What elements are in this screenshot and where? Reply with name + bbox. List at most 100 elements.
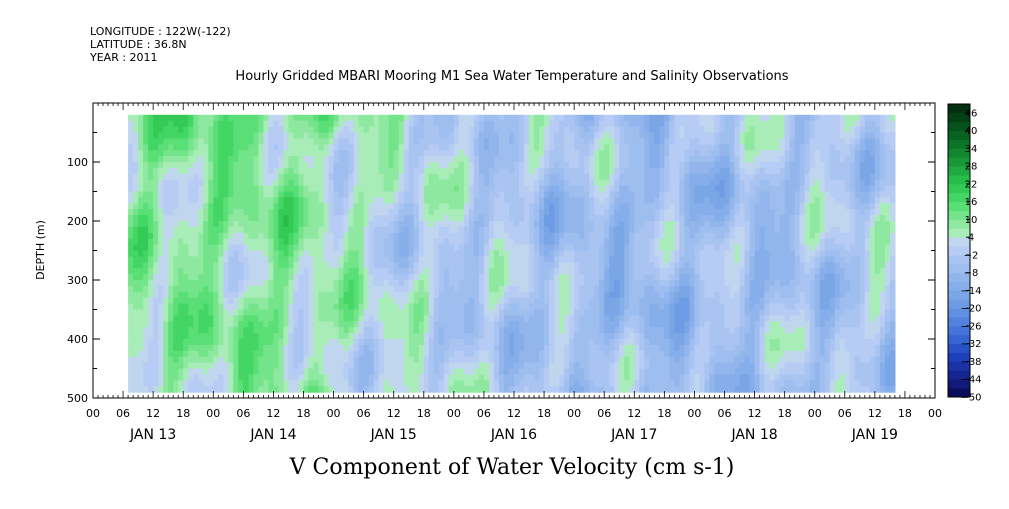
heatmap-cell xyxy=(514,197,520,204)
heatmap-cell xyxy=(203,132,209,139)
heatmap-cell xyxy=(549,297,555,305)
heatmap-cell xyxy=(278,291,285,299)
heatmap-cell xyxy=(614,291,620,299)
heatmap-cell xyxy=(388,215,395,222)
heatmap-cell xyxy=(559,303,565,311)
heatmap-cell xyxy=(413,191,420,198)
heatmap-cell xyxy=(153,297,159,305)
heatmap-cell xyxy=(133,203,139,210)
heatmap-cell xyxy=(534,221,540,228)
heatmap-cell xyxy=(569,238,575,246)
heatmap-cell xyxy=(569,179,575,187)
heatmap-cell xyxy=(448,386,455,393)
heatmap-cell xyxy=(544,126,550,134)
heatmap-cell xyxy=(233,327,239,334)
heatmap-cell xyxy=(619,132,625,139)
heatmap-cell xyxy=(473,333,480,340)
heatmap-cell xyxy=(594,285,600,293)
heatmap-cell xyxy=(448,362,455,370)
heatmap-cell xyxy=(493,226,500,234)
heatmap-cell xyxy=(308,285,315,293)
heatmap-cell xyxy=(398,309,405,316)
heatmap-cell xyxy=(438,250,445,257)
heatmap-cell xyxy=(228,215,234,222)
heatmap-cell xyxy=(213,333,219,340)
heatmap-cell xyxy=(348,209,355,216)
heatmap-cell xyxy=(213,238,219,246)
heatmap-cell xyxy=(574,162,580,169)
heatmap-cell xyxy=(649,297,655,305)
heatmap-cell xyxy=(158,256,164,263)
heatmap-cell xyxy=(318,386,325,393)
heatmap-cell xyxy=(248,150,254,157)
heatmap-cell xyxy=(228,162,234,169)
heatmap-cell xyxy=(559,138,565,145)
heatmap-cell xyxy=(569,356,575,364)
heatmap-cell xyxy=(488,126,495,134)
heatmap-cell xyxy=(453,309,460,316)
heatmap-cell xyxy=(594,232,600,240)
heatmap-cell xyxy=(303,238,310,246)
heatmap-cell xyxy=(288,173,295,181)
heatmap-cell xyxy=(569,197,575,204)
heatmap-cell xyxy=(278,144,285,151)
heatmap-cell xyxy=(488,179,495,187)
heatmap-cell xyxy=(609,221,615,228)
heatmap-cell xyxy=(524,221,530,228)
heatmap-cell xyxy=(388,262,395,269)
heatmap-cell xyxy=(153,232,159,240)
heatmap-cell xyxy=(273,232,280,240)
heatmap-cell xyxy=(579,191,585,198)
heatmap-cell xyxy=(178,185,184,193)
heatmap-cell xyxy=(398,386,405,393)
heatmap-cell xyxy=(198,250,204,257)
heatmap-cell xyxy=(218,321,224,328)
heatmap-cell xyxy=(333,150,340,157)
heatmap-cell xyxy=(614,144,620,151)
heatmap-cell xyxy=(624,232,630,240)
heatmap-cell xyxy=(614,114,620,122)
heatmap-cell xyxy=(448,297,455,305)
heatmap-cell xyxy=(544,132,550,139)
heatmap-cell xyxy=(549,315,555,322)
heatmap-cell xyxy=(524,262,530,269)
heatmap-cell xyxy=(313,309,320,316)
heatmap-cell xyxy=(293,185,300,193)
heatmap-cell xyxy=(503,356,510,364)
heatmap-cell xyxy=(163,268,169,275)
heatmap-cell xyxy=(273,114,280,122)
heatmap-cell xyxy=(478,215,485,222)
heatmap-cell xyxy=(358,114,365,122)
heatmap-cell xyxy=(594,291,600,299)
heatmap-cell xyxy=(423,150,430,157)
heatmap-cell xyxy=(413,356,420,364)
heatmap-cell xyxy=(508,321,515,328)
heatmap-cell xyxy=(463,386,470,393)
heatmap-cell xyxy=(318,232,325,240)
heatmap-cell xyxy=(539,120,545,128)
heatmap-cell xyxy=(158,315,164,322)
heatmap-cell xyxy=(503,185,510,193)
heatmap-cell xyxy=(413,309,420,316)
heatmap-cell xyxy=(198,191,204,198)
heatmap-cell xyxy=(408,179,415,187)
heatmap-cell xyxy=(343,321,350,328)
heatmap-cell xyxy=(158,167,164,175)
heatmap-cell xyxy=(524,297,530,305)
heatmap-cell xyxy=(589,339,595,346)
heatmap-cell xyxy=(529,120,535,128)
heatmap-cell xyxy=(418,132,425,139)
heatmap-cell xyxy=(228,191,234,198)
heatmap-cell xyxy=(624,386,630,393)
heatmap-cell xyxy=(468,156,475,163)
heatmap-cell xyxy=(373,162,380,169)
heatmap-cell xyxy=(183,327,189,334)
heatmap-cell xyxy=(203,356,209,364)
heatmap-cell xyxy=(614,179,620,187)
heatmap-cell xyxy=(503,191,510,198)
heatmap-cell xyxy=(413,256,420,263)
heatmap-cell xyxy=(519,309,525,316)
heatmap-cell xyxy=(589,120,595,128)
heatmap-cell xyxy=(524,209,530,216)
heatmap-cell xyxy=(243,226,249,234)
